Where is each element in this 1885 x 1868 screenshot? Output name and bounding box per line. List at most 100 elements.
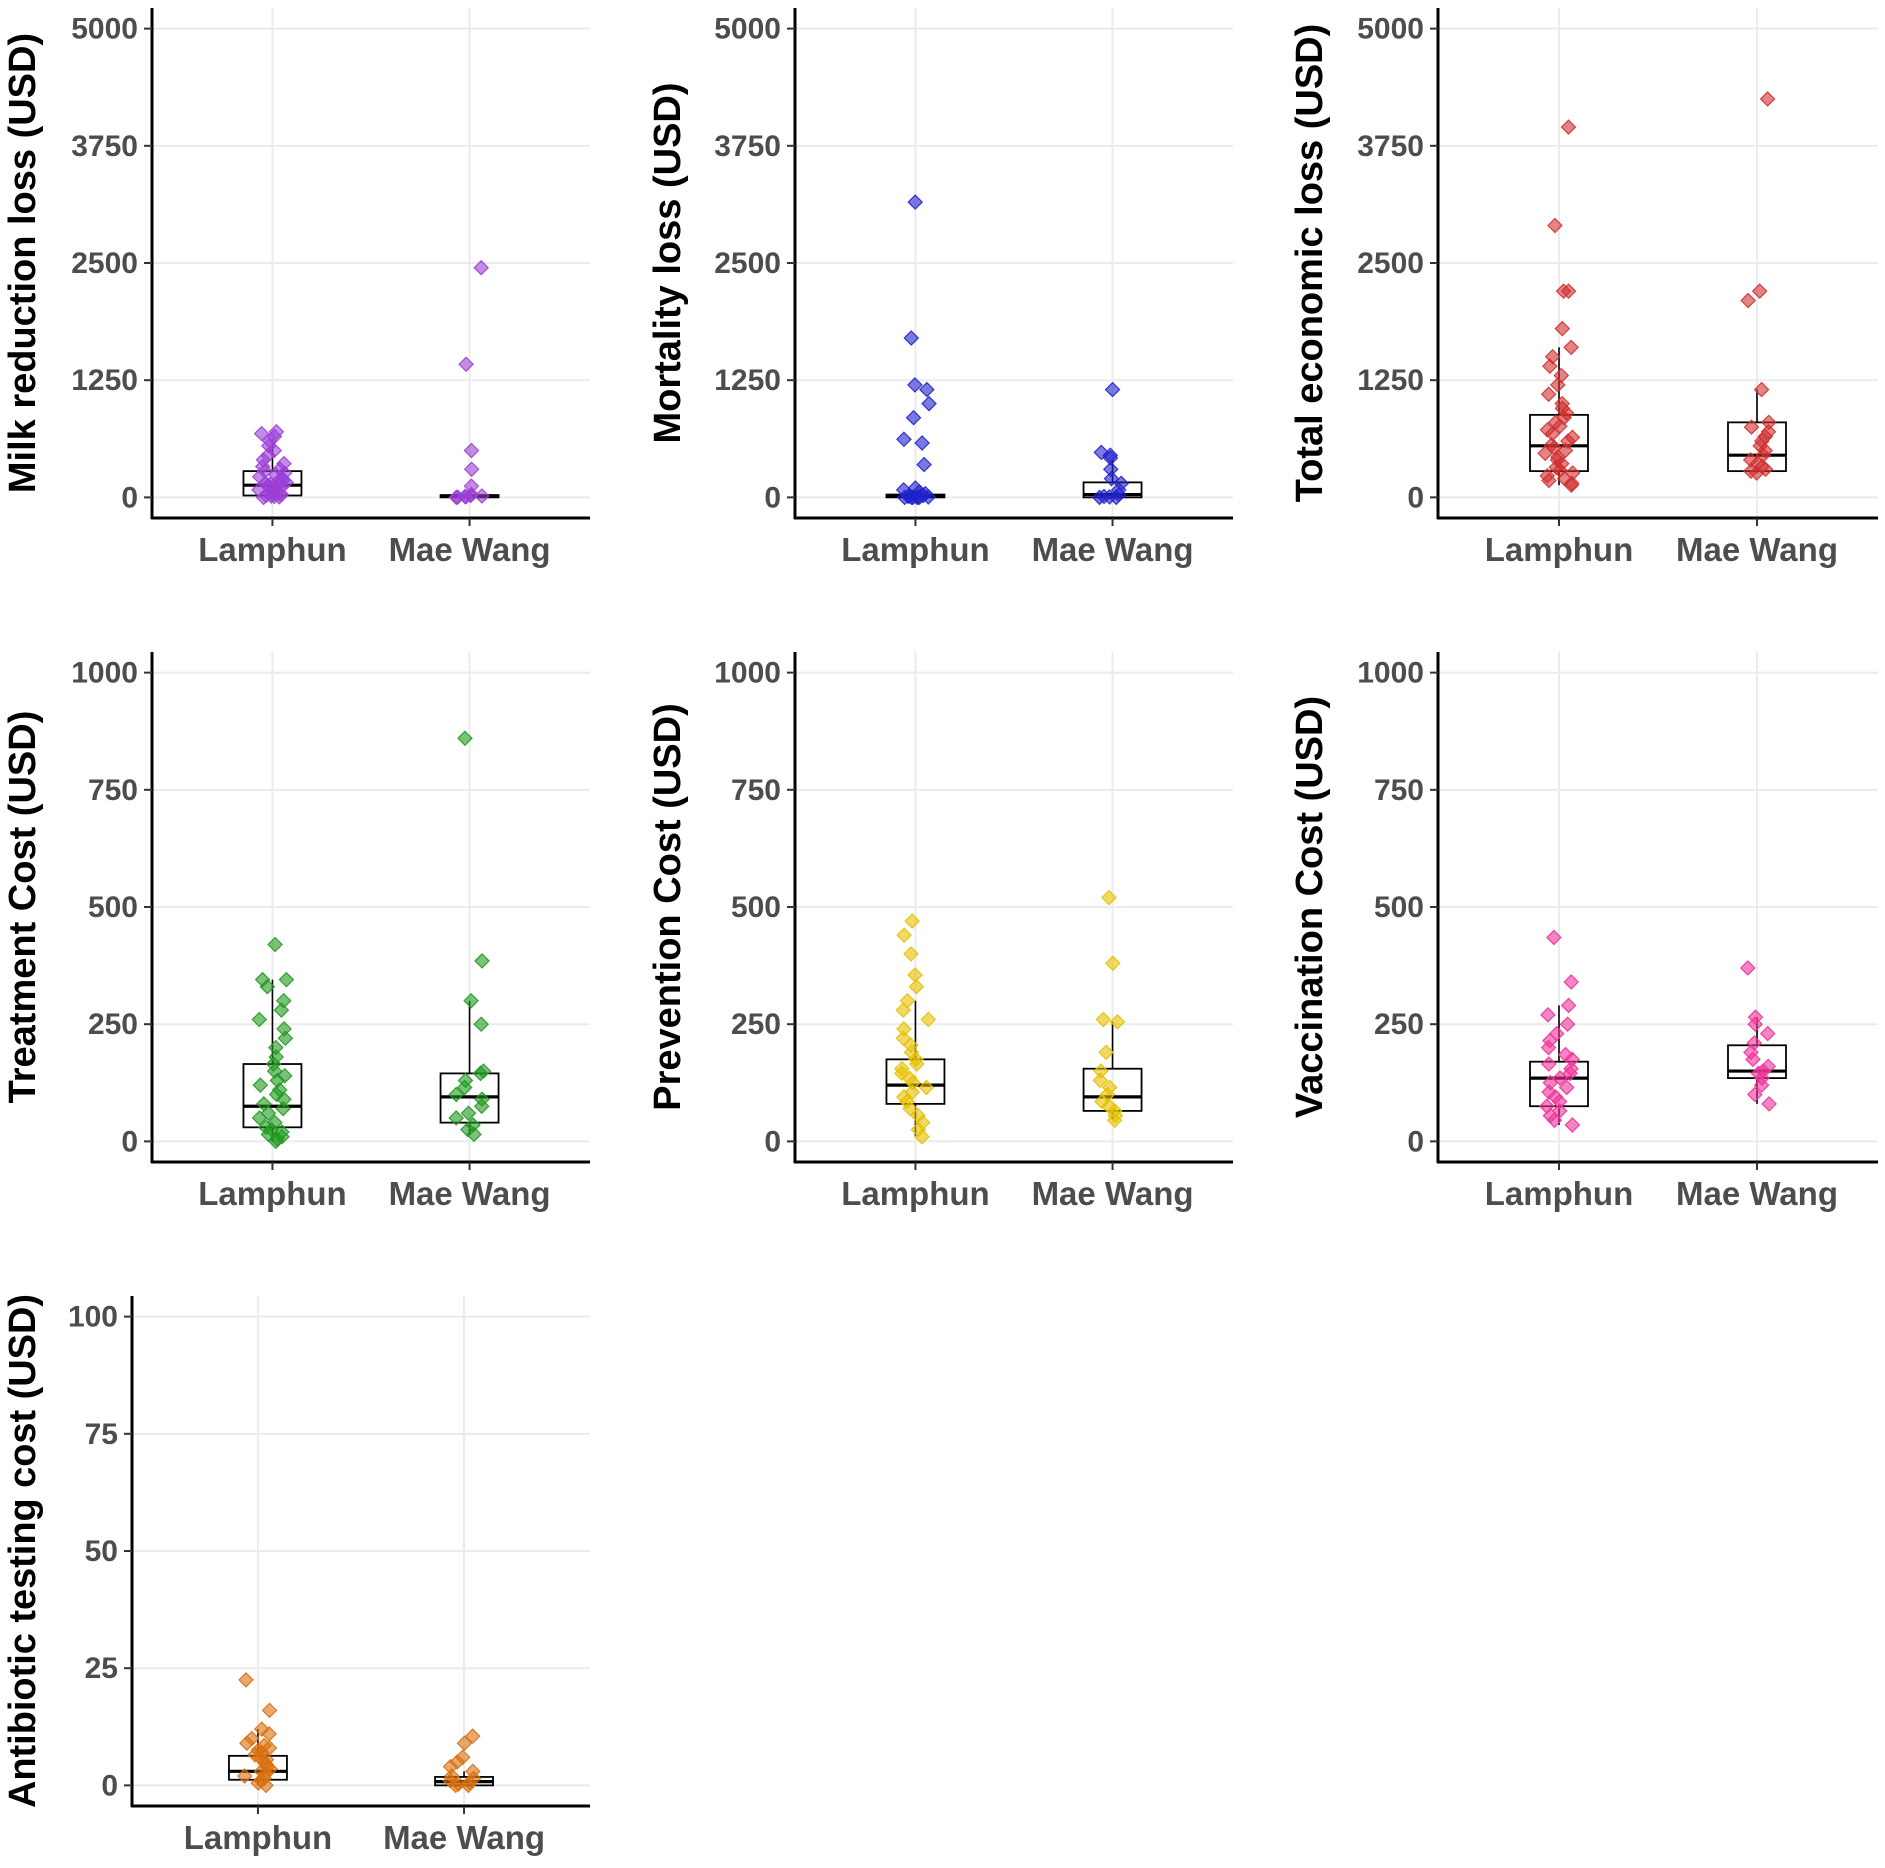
data-point	[1104, 381, 1121, 398]
data-point	[907, 480, 924, 496]
data-point	[1753, 381, 1770, 398]
data-point	[253, 425, 270, 442]
data-point	[463, 442, 480, 459]
data-point	[443, 1768, 460, 1784]
data-point	[448, 1086, 465, 1103]
data-point	[1560, 119, 1577, 135]
data-point	[1564, 429, 1581, 446]
panel-1: 0 1250 2500 3750 5000 Lamphun Mae Wang Milk red…	[2, 8, 590, 568]
y-tick-label: 25	[85, 1652, 118, 1685]
data-point	[907, 194, 924, 210]
data-point	[1093, 444, 1110, 461]
x-tick-label: Lamphun	[1485, 531, 1633, 568]
data-point	[907, 377, 923, 393]
data-point	[1553, 367, 1570, 384]
data-point	[267, 1039, 284, 1056]
y-tick-label: 250	[1374, 1008, 1424, 1041]
data-point	[918, 1079, 935, 1096]
y-tick-label: 3750	[714, 130, 781, 163]
y-tick-label: 50	[85, 1535, 118, 1568]
data-point	[903, 330, 920, 346]
data-point	[475, 1063, 492, 1079]
y-tick-label: 750	[88, 774, 138, 807]
data-point	[254, 971, 271, 988]
data-point	[1095, 1011, 1112, 1028]
panel-2: 0 1250 2500 3750 5000 Lamphun Mae Wang Mortalit…	[647, 8, 1233, 568]
data-point	[1539, 467, 1556, 484]
data-point	[1103, 470, 1120, 487]
y-tick-label: 1250	[1357, 364, 1424, 397]
data-point	[1098, 1044, 1114, 1061]
x-tick-label: Lamphun	[841, 531, 989, 568]
y-tick-label: 2500	[714, 247, 781, 280]
x-tick-label: Lamphun	[1485, 1175, 1633, 1212]
y-tick-label: 750	[731, 774, 781, 807]
x-tick-label: Lamphun	[841, 1175, 989, 1212]
data-point	[473, 1016, 490, 1033]
data-point	[243, 1730, 260, 1747]
data-point	[894, 1060, 910, 1077]
data-point	[1747, 1009, 1764, 1026]
x-tick-label: Lamphun	[184, 1819, 332, 1856]
y-tick-label: 0	[121, 481, 138, 514]
y-axis-title: Prevention Cost (USD)	[647, 703, 689, 1110]
data-point	[276, 1021, 292, 1037]
data-point	[1105, 955, 1121, 972]
data-point	[448, 1110, 465, 1126]
y-axis-title: Mortality loss (USD)	[647, 82, 689, 443]
y-tick-label: 250	[88, 1008, 138, 1041]
y-tick-label: 5000	[1357, 13, 1424, 46]
data-point	[1554, 320, 1571, 337]
y-tick-label: 0	[1407, 1125, 1424, 1158]
data-point	[896, 927, 912, 943]
data-point	[914, 435, 930, 451]
data-point	[457, 1072, 474, 1089]
y-tick-label: 0	[121, 1125, 138, 1158]
data-point	[1092, 1072, 1109, 1089]
data-point	[261, 1702, 278, 1719]
data-point	[464, 1728, 481, 1745]
y-tick-label: 0	[1407, 481, 1424, 514]
x-tick-label: Lamphun	[198, 1175, 346, 1212]
data-point	[1564, 1117, 1581, 1133]
data-point	[905, 409, 922, 426]
y-tick-label: 100	[68, 1301, 118, 1334]
panel-7: 0 25 50 75 100 Lamphun Mae Wang Antibiotic test…	[2, 1294, 590, 1856]
y-axis-title: Total economic loss (USD)	[1289, 24, 1331, 503]
data-point	[454, 1749, 471, 1766]
data-point	[896, 1021, 912, 1037]
data-point	[1564, 465, 1581, 481]
data-point	[460, 1105, 477, 1122]
data-point	[1558, 1079, 1575, 1096]
data-point	[1551, 1103, 1568, 1119]
data-point	[275, 992, 292, 1009]
x-tick-label: Mae Wang	[1032, 1175, 1194, 1212]
data-point	[920, 1011, 937, 1028]
data-point	[457, 730, 473, 747]
y-tick-label: 1250	[714, 364, 781, 397]
data-point	[907, 967, 923, 983]
data-point	[463, 461, 480, 478]
y-axis-title: Vaccination Cost (USD)	[1289, 696, 1331, 1118]
data-point	[895, 1030, 912, 1047]
panel-4: 0 250 500 750 1000 Lamphun Mae Wang Treatment C…	[2, 652, 590, 1212]
data-point	[1547, 217, 1563, 234]
data-point	[1096, 488, 1112, 505]
data-point	[904, 913, 921, 929]
data-point	[1751, 283, 1768, 299]
data-point	[903, 946, 919, 962]
data-point	[474, 1091, 490, 1108]
data-point	[910, 1107, 926, 1124]
data-point	[1539, 422, 1556, 438]
data-point	[1559, 1016, 1576, 1033]
y-tick-label: 1000	[1357, 657, 1424, 690]
data-point	[1560, 283, 1577, 299]
data-point	[463, 992, 479, 1009]
data-point	[908, 978, 925, 995]
data-point	[1554, 395, 1571, 412]
data-point	[1563, 974, 1580, 990]
data-point	[1102, 461, 1119, 478]
y-tick-label: 5000	[714, 13, 781, 46]
data-point	[1760, 414, 1777, 431]
